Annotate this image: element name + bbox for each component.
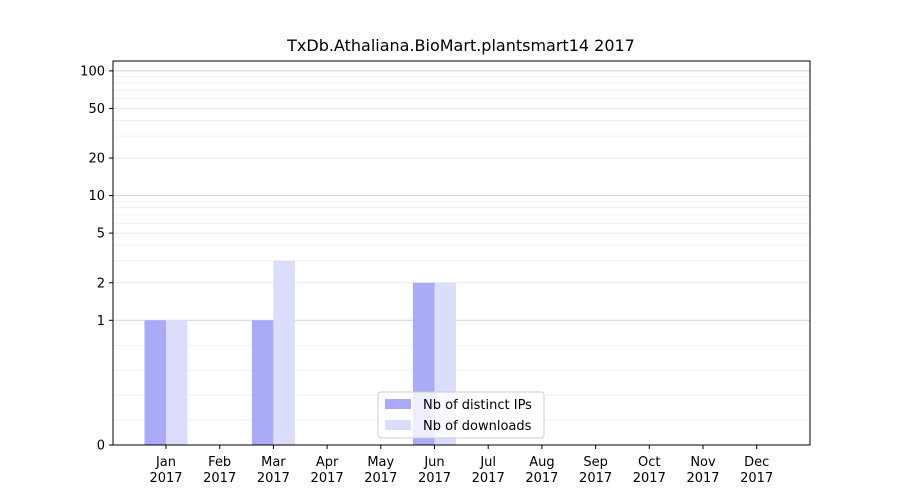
x-tick-label-month: Feb: [208, 455, 231, 470]
bar-distinct-ips: [251, 320, 274, 445]
y-tick-label: 2: [97, 276, 105, 291]
y-tick-label: 5: [97, 227, 105, 242]
bar-downloads: [273, 260, 295, 445]
axes-layer: 0125102050100Jan2017Feb2017Mar2017Apr201…: [80, 60, 811, 486]
x-tick-label-month: Jul: [479, 455, 496, 470]
x-tick-label-year: 2017: [633, 471, 666, 486]
x-tick-label-month: Oct: [638, 455, 660, 470]
x-tick-label-year: 2017: [740, 471, 773, 486]
x-tick-label-year: 2017: [525, 471, 558, 486]
x-tick-label-year: 2017: [364, 471, 397, 486]
legend-swatch: [385, 399, 411, 409]
y-tick-label: 20: [88, 152, 105, 167]
x-tick-label-year: 2017: [686, 471, 719, 486]
x-tick-label-month: Nov: [690, 455, 716, 470]
x-tick-label-year: 2017: [472, 471, 505, 486]
x-tick-label-month: Sep: [583, 455, 608, 470]
x-tick-label-month: Jan: [155, 455, 176, 470]
plot-frame: [112, 60, 811, 446]
grid-layer: [113, 70, 810, 421]
x-tick-label-year: 2017: [257, 471, 290, 486]
chart-title: TxDb.Athaliana.BioMart.plantsmart14 2017: [286, 36, 635, 55]
y-tick-label: 1: [97, 314, 105, 329]
x-tick-label-year: 2017: [311, 471, 344, 486]
x-tick-label-month: Dec: [744, 455, 769, 470]
legend-swatch: [385, 420, 411, 430]
y-tick-label: 50: [88, 102, 105, 117]
x-tick-label-month: Mar: [261, 455, 286, 470]
x-tick-label-year: 2017: [149, 471, 182, 486]
legend-label: Nb of downloads: [423, 419, 532, 434]
x-tick-label-year: 2017: [579, 471, 612, 486]
x-tick-label-month: Jun: [423, 455, 444, 470]
x-tick-label-month: Apr: [316, 455, 339, 470]
x-tick-label-month: Aug: [529, 455, 554, 470]
x-tick-label-year: 2017: [418, 471, 451, 486]
bar-distinct-ips: [144, 320, 166, 445]
y-tick-label: 100: [80, 64, 105, 79]
y-tick-label: 10: [88, 189, 105, 204]
legend-box: [377, 391, 545, 439]
x-tick-label-year: 2017: [203, 471, 236, 486]
legend-label: Nb of distinct IPs: [423, 398, 532, 413]
x-tick-label-month: May: [367, 455, 394, 470]
bar-downloads: [166, 320, 188, 445]
legend: Nb of distinct IPs Nb of downloads: [377, 391, 545, 439]
y-tick-label: 0: [97, 439, 105, 454]
